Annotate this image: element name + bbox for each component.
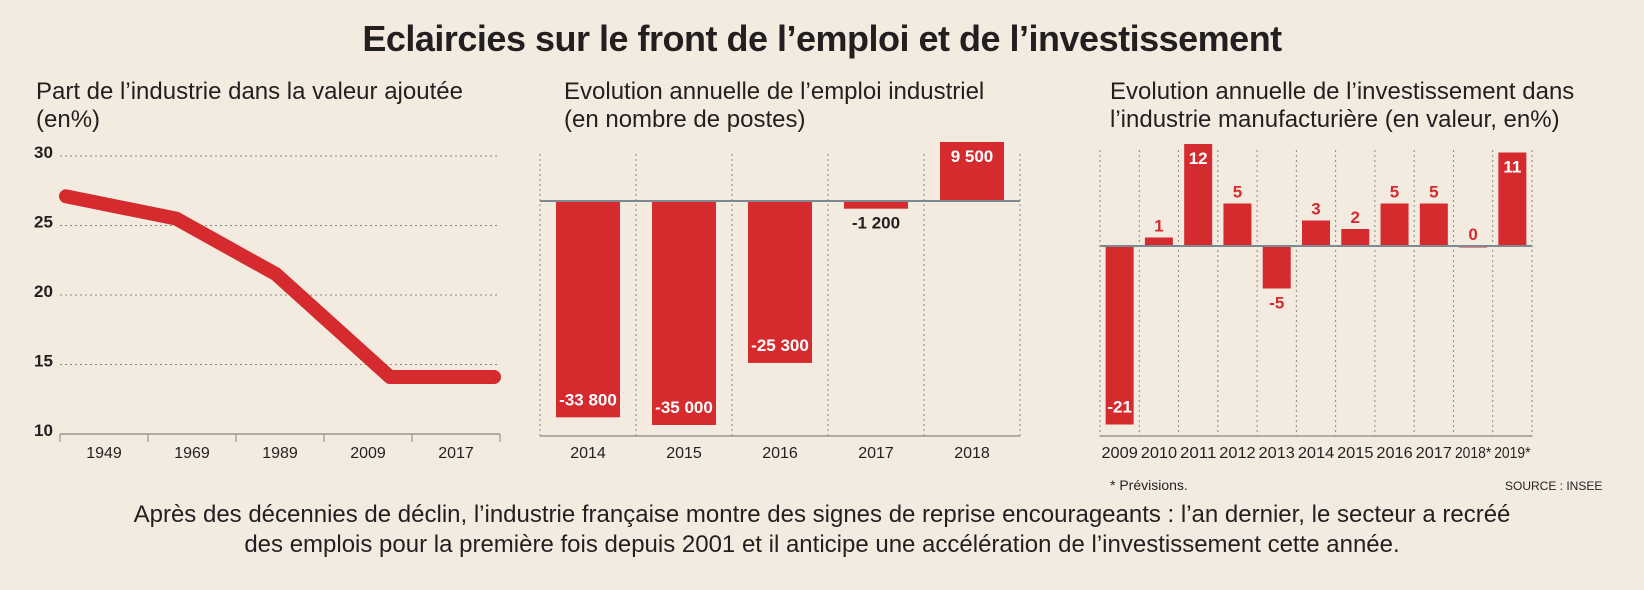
x-tick-label: 2009: [1101, 445, 1137, 462]
x-tick-label: 1989: [262, 445, 298, 462]
bar: [748, 201, 812, 363]
data-point: [174, 216, 178, 221]
x-tick-label: 2017: [1416, 445, 1452, 462]
caption-line2: des emplois pour la première fois depuis…: [244, 531, 1400, 558]
x-tick-label: 2016: [1376, 445, 1412, 462]
bar-value-label: 5: [1429, 183, 1438, 202]
bar-value-label: 11: [1503, 158, 1521, 177]
bar: [844, 201, 908, 209]
bar: [1262, 246, 1291, 289]
bar: [1341, 229, 1370, 246]
y-tick-label: 25: [34, 213, 53, 232]
bar-value-label: 9 500: [951, 147, 994, 166]
bar-value-label: -21: [1107, 398, 1132, 417]
bar-value-label: -35 000: [655, 398, 713, 417]
caption: Après des décennies de déclin, l’industr…: [40, 500, 1604, 560]
panel-3-title-line2: l’industrie manufacturière (en valeur, e…: [1110, 106, 1560, 133]
y-tick-label: 20: [34, 282, 53, 301]
x-tick-label: 1949: [86, 445, 122, 462]
y-tick-label: 10: [34, 421, 53, 440]
x-tick-label: 2017: [438, 445, 474, 462]
bar: [556, 201, 620, 418]
bar-value-label: 5: [1390, 183, 1399, 202]
forecast-footnote: * Prévisions.: [1110, 477, 1188, 493]
panel-3-title-line1: Evolution annuelle de l’investissement d…: [1110, 78, 1575, 105]
x-tick-label: 2010: [1141, 445, 1177, 462]
panel-3-title: Evolution annuelle de l’investissement d…: [1110, 78, 1630, 134]
investment-bar-chart: -21 2009 1 2010 12 2011 5 2012 -5 2013 3 2014 2 2015 5…: [1099, 144, 1533, 462]
y-tick-label: 15: [34, 352, 53, 371]
bar-value-label: -25 300: [751, 336, 809, 355]
panel-1-title-line2: (en%): [36, 106, 101, 133]
x-tick-label: 2013: [1259, 445, 1295, 462]
x-tick-label: 2012: [1219, 445, 1255, 462]
x-tick-label: 2014: [570, 445, 606, 462]
source-note: SOURCE : INSEE: [1505, 479, 1603, 493]
bar-value-label: 1: [1154, 217, 1163, 236]
industry-share-line: [59, 189, 501, 385]
bar: [1144, 237, 1173, 246]
x-tick-label: 2017: [858, 445, 894, 462]
x-tick-label: 1969: [174, 445, 210, 462]
panel-2-title-line2: (en nombre de postes): [564, 106, 806, 133]
bar: [652, 201, 716, 425]
bar: [1380, 203, 1409, 246]
caption-line1: Après des décennies de déclin, l’industr…: [133, 501, 1511, 528]
bar: [1419, 203, 1448, 246]
panel-2-title: Evolution annuelle de l’emploi industrie…: [564, 78, 1034, 134]
bar-value-label: -1 200: [852, 214, 900, 233]
bar: [1223, 203, 1252, 246]
bar-value-label: 5: [1233, 183, 1242, 202]
industry-share-line-chart: 10 15 20 25 30 1949 1969 1989 2009 2017: [34, 143, 501, 462]
panel-1-title-line1: Part de l’industrie dans la valeur ajout…: [36, 78, 463, 105]
industrial-employment-bar-chart: -33 800 2014 -35 000 2015 -25 300 2016 -1 200 2…: [539, 142, 1021, 462]
x-tick-label: 2018*: [1455, 445, 1491, 462]
x-tick-label: 2014: [1298, 445, 1334, 462]
bar-value-label: 2: [1351, 208, 1360, 227]
bar: [1184, 144, 1213, 246]
bar-value-label: 12: [1189, 149, 1208, 168]
panel-1-title: Part de l’industrie dans la valeur ajout…: [36, 78, 506, 134]
data-point: [274, 272, 278, 277]
x-tick-label: 2018: [954, 445, 990, 462]
x-tick-label: 2015: [666, 445, 702, 462]
x-tick-label: 2009: [350, 445, 386, 462]
bar: [1105, 246, 1134, 425]
x-tick-label: 2011: [1180, 445, 1216, 462]
panel-2-title-line1: Evolution annuelle de l’emploi industrie…: [564, 78, 985, 105]
x-tick-label: 2016: [762, 445, 798, 462]
bar: [940, 142, 1004, 201]
data-point: [388, 375, 392, 380]
bar-value-label: 3: [1311, 200, 1320, 219]
x-tick-label: 2015: [1337, 445, 1373, 462]
x-tick-label: 2019*: [1494, 445, 1530, 462]
bar: [1498, 152, 1527, 246]
data-point: [64, 194, 68, 199]
bar-value-label: -33 800: [559, 390, 617, 409]
bar-value-label: 0: [1468, 225, 1477, 244]
infographic-title: Eclaircies sur le front de l’emploi et d…: [362, 18, 1282, 59]
bar-value-label: -5: [1269, 294, 1284, 313]
data-point: [492, 375, 496, 380]
y-tick-label: 30: [34, 143, 53, 162]
bar: [1302, 220, 1330, 246]
